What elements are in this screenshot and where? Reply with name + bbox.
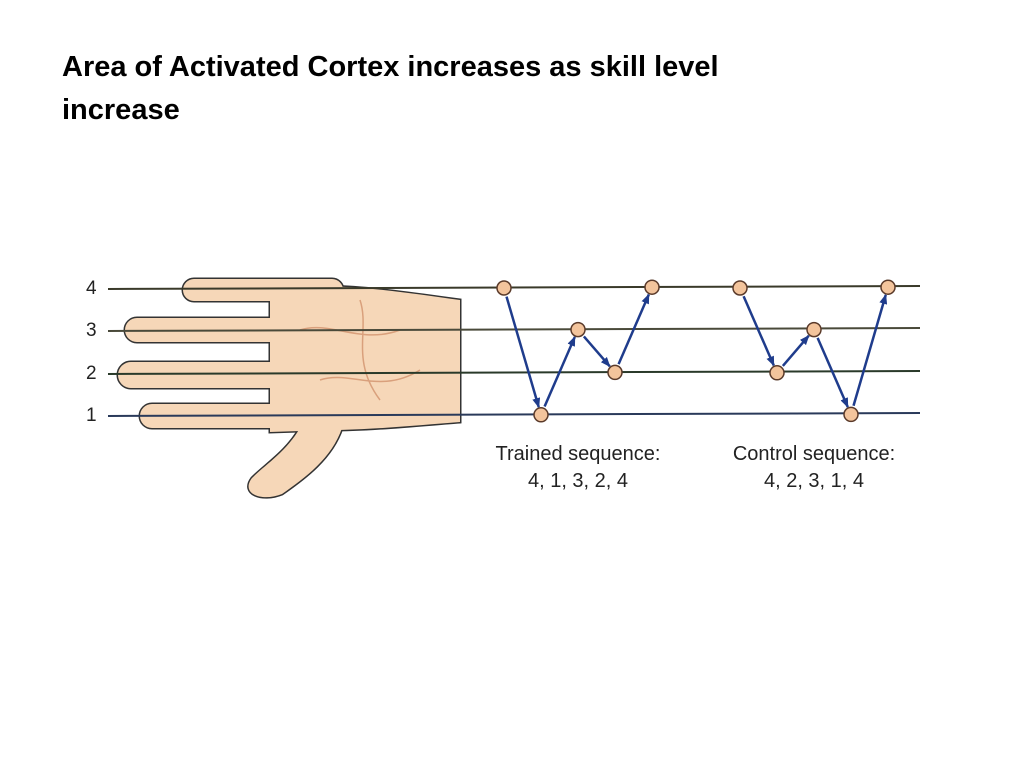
sequence-order: 4, 1, 3, 2, 4 [528, 470, 628, 492]
arrow [543, 336, 576, 408]
sequence-dot [806, 321, 822, 338]
title-line: Area of Activated Cortex increases as sk… [62, 51, 719, 83]
sequence-dot [533, 407, 549, 423]
title-line: increase [62, 94, 180, 126]
finger-label: 2 [86, 363, 97, 384]
sequence-title: Trained sequence: [496, 443, 661, 465]
sequence-dot [769, 365, 785, 381]
arrow [582, 335, 611, 368]
sequence-dot [732, 280, 748, 296]
arrow [816, 337, 849, 408]
arrow [852, 293, 888, 407]
sequence-dot [607, 364, 623, 381]
finger-line [107, 327, 921, 332]
finger-label: 1 [86, 405, 97, 426]
arrow [617, 293, 650, 365]
finger-label: 4 [86, 278, 97, 299]
sequence-dot [644, 279, 660, 295]
diagram: 4 3 2 1 Trained sequence: 4, 1, 3, 2, 4 Contro… [86, 278, 921, 492]
finger-line [107, 285, 921, 290]
sequence-dot [843, 406, 859, 423]
finger-line [107, 412, 921, 417]
arrow [781, 334, 810, 367]
sequence-dot [880, 279, 896, 295]
hand [116, 277, 462, 499]
sequence-title: Control sequence: [733, 443, 895, 465]
arrow [505, 296, 541, 409]
arrow [742, 295, 775, 367]
sequence-dot [496, 280, 512, 296]
sequence-dot [570, 321, 586, 338]
finger-label: 3 [86, 320, 97, 341]
sequence-order: 4, 2, 3, 1, 4 [764, 470, 864, 492]
finger-line [107, 370, 921, 375]
